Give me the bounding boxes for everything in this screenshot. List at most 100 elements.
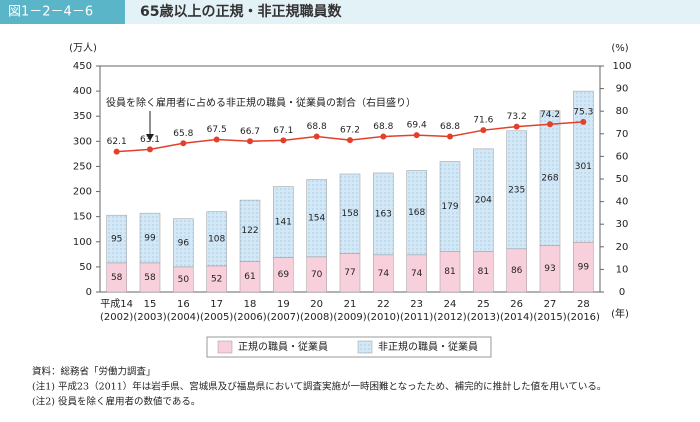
bar-segment bbox=[406, 170, 427, 256]
x-tick-label: 22 bbox=[377, 299, 390, 310]
legend-label: 非正規の職員・従業員 bbox=[378, 340, 478, 353]
bar-segment bbox=[239, 199, 261, 262]
ratio-label: 67.1 bbox=[273, 126, 293, 136]
ratio-label: 68.8 bbox=[440, 122, 460, 132]
x-tick-label: (2016) bbox=[567, 312, 600, 323]
ratio-point bbox=[547, 121, 553, 128]
y2-tick-label: 60 bbox=[616, 151, 629, 162]
value-label: 93 bbox=[544, 264, 555, 274]
x-tick-label: (2009) bbox=[333, 312, 366, 323]
x-tick-label: (2005) bbox=[200, 312, 233, 323]
x-tick-label: 平成14 bbox=[100, 298, 133, 310]
value-label: 154 bbox=[308, 214, 325, 224]
ratio-label: 67.5 bbox=[207, 125, 227, 135]
value-label: 163 bbox=[375, 209, 392, 219]
y-tick-label: 50 bbox=[79, 262, 92, 273]
ratio-point bbox=[380, 133, 387, 140]
figure-label-box bbox=[0, 0, 125, 24]
bar-segment bbox=[273, 186, 294, 258]
legend-label: 正規の職員・従業員 bbox=[238, 340, 328, 353]
bar-segment bbox=[306, 179, 327, 258]
ratio-label: 71.6 bbox=[473, 116, 493, 126]
x-tick-label: (2002) bbox=[100, 312, 133, 323]
value-label: 81 bbox=[444, 267, 455, 277]
ratio-point bbox=[213, 136, 220, 143]
ratio-label: 67.2 bbox=[340, 126, 360, 136]
y2-tick-label: 10 bbox=[616, 264, 629, 275]
x-tick-label: (2012) bbox=[433, 312, 466, 323]
y2-tick-label: 20 bbox=[616, 242, 629, 253]
value-label: 158 bbox=[341, 209, 358, 219]
y2-tick-label: 0 bbox=[619, 287, 625, 298]
y2-tick-label: 50 bbox=[616, 174, 629, 185]
ratio-point bbox=[447, 133, 453, 140]
ratio-label: 65.8 bbox=[173, 129, 193, 139]
bar-segment bbox=[373, 172, 394, 256]
ratio-label: 69.4 bbox=[407, 121, 427, 131]
x-unit: (年) bbox=[611, 307, 629, 320]
x-tick-label: (2004) bbox=[167, 312, 200, 323]
y-tick-label: 300 bbox=[73, 136, 92, 147]
x-tick-label: (2014) bbox=[500, 312, 533, 323]
ratio-point bbox=[313, 133, 320, 140]
value-label: 204 bbox=[475, 196, 492, 206]
x-tick-label: 27 bbox=[544, 299, 557, 310]
x-tick-label: (2015) bbox=[533, 312, 566, 323]
value-label: 81 bbox=[478, 267, 489, 277]
ratio-point bbox=[347, 137, 353, 144]
annotation-arrowhead bbox=[146, 134, 154, 141]
bar-segment bbox=[439, 161, 461, 252]
figure-label: 図1－2－4－6 bbox=[8, 5, 93, 20]
ratio-point bbox=[180, 140, 187, 147]
ratio-label: 66.7 bbox=[240, 127, 260, 137]
note: (注1) 平成23（2011）年は岩手県、宮城県及び福島県において調査実施が一時… bbox=[32, 381, 606, 393]
value-label: 58 bbox=[111, 273, 123, 283]
value-label: 50 bbox=[178, 275, 190, 285]
ratio-point bbox=[147, 146, 153, 153]
bar-segment bbox=[339, 173, 361, 254]
bar-segment bbox=[206, 211, 227, 267]
ratio-label: 62.1 bbox=[107, 137, 127, 147]
bar-segment bbox=[573, 90, 594, 243]
value-label: 52 bbox=[211, 274, 222, 284]
value-label: 108 bbox=[208, 234, 225, 244]
x-tick-label: (2008) bbox=[300, 312, 333, 323]
value-label: 99 bbox=[578, 263, 590, 273]
y2-tick-label: 80 bbox=[616, 106, 629, 117]
value-label: 235 bbox=[508, 185, 525, 195]
value-label: 69 bbox=[278, 270, 290, 280]
value-label: 179 bbox=[441, 202, 458, 212]
y-tick-label: 350 bbox=[73, 111, 92, 122]
source-note: 資料：総務省「労働力調査」 bbox=[32, 366, 156, 378]
y-tick-label: 0 bbox=[86, 287, 92, 298]
x-tick-label: 25 bbox=[477, 299, 490, 310]
ratio-label: 68.8 bbox=[373, 122, 393, 132]
value-label: 86 bbox=[511, 266, 523, 276]
note: (注2) 役員を除く雇用者の数値である。 bbox=[32, 396, 200, 408]
ratio-label: 75.3 bbox=[573, 107, 593, 117]
value-label: 301 bbox=[575, 162, 592, 172]
x-tick-label: (2013) bbox=[467, 312, 500, 323]
x-tick-label: (2003) bbox=[133, 312, 166, 323]
x-tick-label: (2006) bbox=[233, 312, 266, 323]
y-unit: (万人) bbox=[69, 42, 97, 54]
ratio-point bbox=[513, 123, 520, 130]
value-label: 168 bbox=[408, 208, 425, 218]
value-label: 61 bbox=[244, 272, 255, 282]
value-label: 70 bbox=[311, 270, 323, 280]
x-tick-label: 23 bbox=[410, 299, 423, 310]
y2-tick-label: 40 bbox=[616, 197, 629, 208]
ratio-point bbox=[580, 118, 587, 125]
value-label: 122 bbox=[241, 226, 258, 236]
x-tick-label: 17 bbox=[210, 299, 223, 310]
y2-tick-label: 100 bbox=[612, 61, 631, 72]
legend-swatch bbox=[357, 340, 373, 354]
x-tick-label: 24 bbox=[444, 299, 457, 310]
x-tick-label: (2007) bbox=[267, 312, 300, 323]
value-label: 96 bbox=[178, 238, 190, 248]
value-label: 77 bbox=[344, 268, 355, 278]
y2-tick-label: 30 bbox=[616, 219, 629, 230]
value-label: 74 bbox=[411, 269, 423, 279]
value-label: 74 bbox=[378, 269, 390, 279]
